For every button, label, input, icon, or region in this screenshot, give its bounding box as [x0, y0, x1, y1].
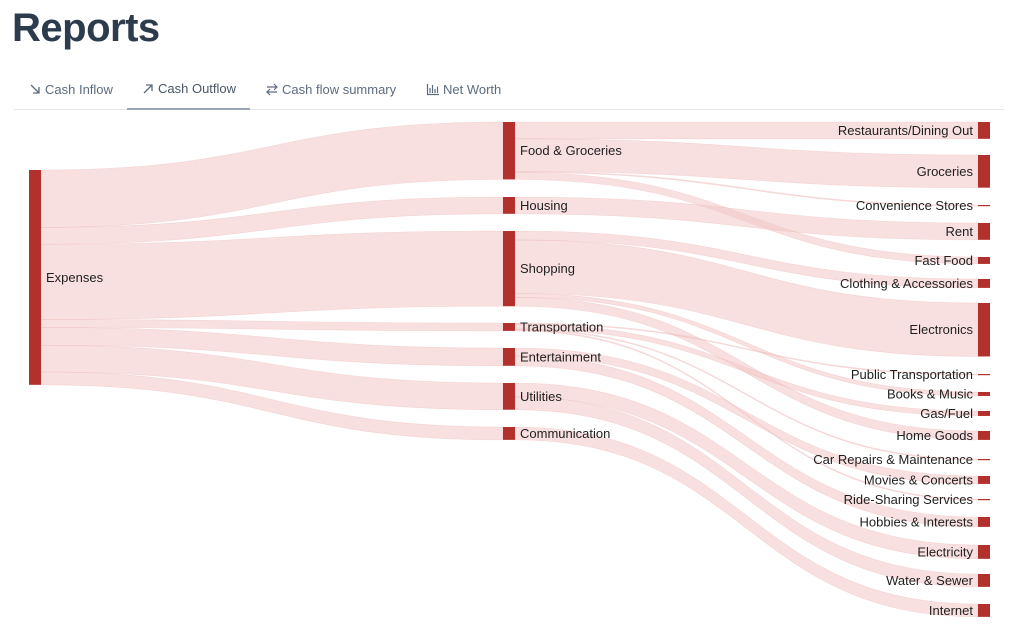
- flow-expenses-to-transportation[interactable]: [40, 319, 504, 332]
- label-books-music: Books & Music: [887, 386, 973, 401]
- sankey-links: [40, 121, 979, 618]
- tab-net-worth[interactable]: Net Worth: [426, 69, 501, 109]
- arrows-exchange-icon: [265, 82, 279, 96]
- node-electricity[interactable]: [978, 545, 990, 559]
- label-water-sewer: Water & Sewer: [886, 573, 974, 588]
- label-public-transportation: Public Transportation: [851, 367, 973, 382]
- label-expenses: Expenses: [46, 270, 104, 285]
- label-gas-fuel: Gas/Fuel: [920, 406, 973, 421]
- node-gas-fuel[interactable]: [978, 411, 990, 416]
- label-utilities: Utilities: [520, 389, 562, 404]
- label-entertainment: Entertainment: [520, 349, 601, 364]
- tab-label: Cash flow summary: [282, 81, 397, 97]
- label-hobbies-interests: Hobbies & Interests: [860, 514, 974, 529]
- node-hobbies-interests[interactable]: [978, 517, 990, 527]
- node-convenience-stores[interactable]: [978, 205, 990, 207]
- label-fast-food: Fast Food: [914, 253, 973, 268]
- label-home-goods: Home Goods: [896, 428, 973, 443]
- label-electricity: Electricity: [917, 544, 973, 559]
- arrow-up-right-icon: [141, 82, 155, 96]
- label-restaurants-dining-out: Restaurants/Dining Out: [838, 123, 974, 138]
- bar-chart-icon: [426, 82, 440, 96]
- label-rent: Rent: [946, 224, 974, 239]
- node-car-repairs-maintenance[interactable]: [978, 459, 990, 461]
- tab-label: Cash Inflow: [45, 81, 113, 97]
- label-communication: Communication: [520, 426, 610, 441]
- flow-entertainment-to-hobbies-interests[interactable]: [514, 355, 979, 528]
- node-rent[interactable]: [978, 223, 990, 240]
- report-tabs: Cash Inflow Cash Outflow Cash flow summa…: [14, 69, 1004, 110]
- label-electronics: Electronics: [909, 322, 973, 337]
- tab-cash-outflow[interactable]: Cash Outflow: [127, 69, 251, 110]
- node-internet[interactable]: [978, 604, 990, 617]
- tab-cash-inflow[interactable]: Cash Inflow: [28, 69, 113, 109]
- label-car-repairs-maintenance: Car Repairs & Maintenance: [813, 452, 973, 467]
- label-movies-concerts: Movies & Concerts: [864, 472, 974, 487]
- node-public-transportation[interactable]: [978, 374, 990, 376]
- node-utilities[interactable]: [503, 383, 515, 410]
- label-internet: Internet: [929, 603, 973, 618]
- node-books-music[interactable]: [978, 392, 990, 396]
- node-ride-sharing-services[interactable]: [978, 499, 990, 501]
- label-housing: Housing: [520, 198, 568, 213]
- label-groceries: Groceries: [917, 164, 974, 179]
- label-food-groceries: Food & Groceries: [520, 143, 622, 158]
- node-home-goods[interactable]: [978, 431, 990, 440]
- node-electronics[interactable]: [978, 303, 990, 357]
- sankey-nodes: [29, 122, 990, 617]
- flow-expenses-to-shopping[interactable]: [40, 230, 504, 320]
- flow-shopping-to-electronics[interactable]: [514, 239, 979, 357]
- node-movies-concerts[interactable]: [978, 476, 990, 484]
- node-housing[interactable]: [503, 197, 515, 214]
- node-restaurants-dining-out[interactable]: [978, 122, 990, 139]
- cash-outflow-sankey-chart: Expenses Food & Groceries Housing Shopping T…: [29, 121, 990, 618]
- tab-cash-flow-summary[interactable]: Cash flow summary: [265, 69, 396, 109]
- flow-food-groceries-to-restaurants-dining-out[interactable]: [514, 121, 979, 140]
- node-transportation[interactable]: [503, 323, 515, 331]
- node-expenses[interactable]: [29, 170, 41, 385]
- node-communication[interactable]: [503, 427, 515, 440]
- node-clothing-accessories[interactable]: [978, 279, 990, 288]
- node-water-sewer[interactable]: [978, 574, 990, 587]
- tab-label: Cash Outflow: [158, 81, 237, 96]
- label-ride-sharing-services: Ride-Sharing Services: [844, 492, 974, 507]
- node-shopping[interactable]: [503, 231, 515, 307]
- sankey-labels: Expenses Food & Groceries Housing Shopping T…: [46, 123, 974, 618]
- arrow-down-right-icon: [28, 82, 42, 96]
- tab-label: Net Worth: [443, 81, 502, 97]
- label-convenience-stores: Convenience Stores: [856, 198, 974, 213]
- node-entertainment[interactable]: [503, 348, 515, 366]
- label-transportation: Transportation: [520, 319, 603, 334]
- label-shopping: Shopping: [520, 261, 575, 276]
- label-clothing-accessories: Clothing & Accessories: [840, 276, 973, 291]
- page-title: Reports: [12, 6, 160, 50]
- node-fast-food[interactable]: [978, 257, 990, 264]
- node-food-groceries[interactable]: [503, 122, 515, 180]
- node-groceries[interactable]: [978, 155, 990, 188]
